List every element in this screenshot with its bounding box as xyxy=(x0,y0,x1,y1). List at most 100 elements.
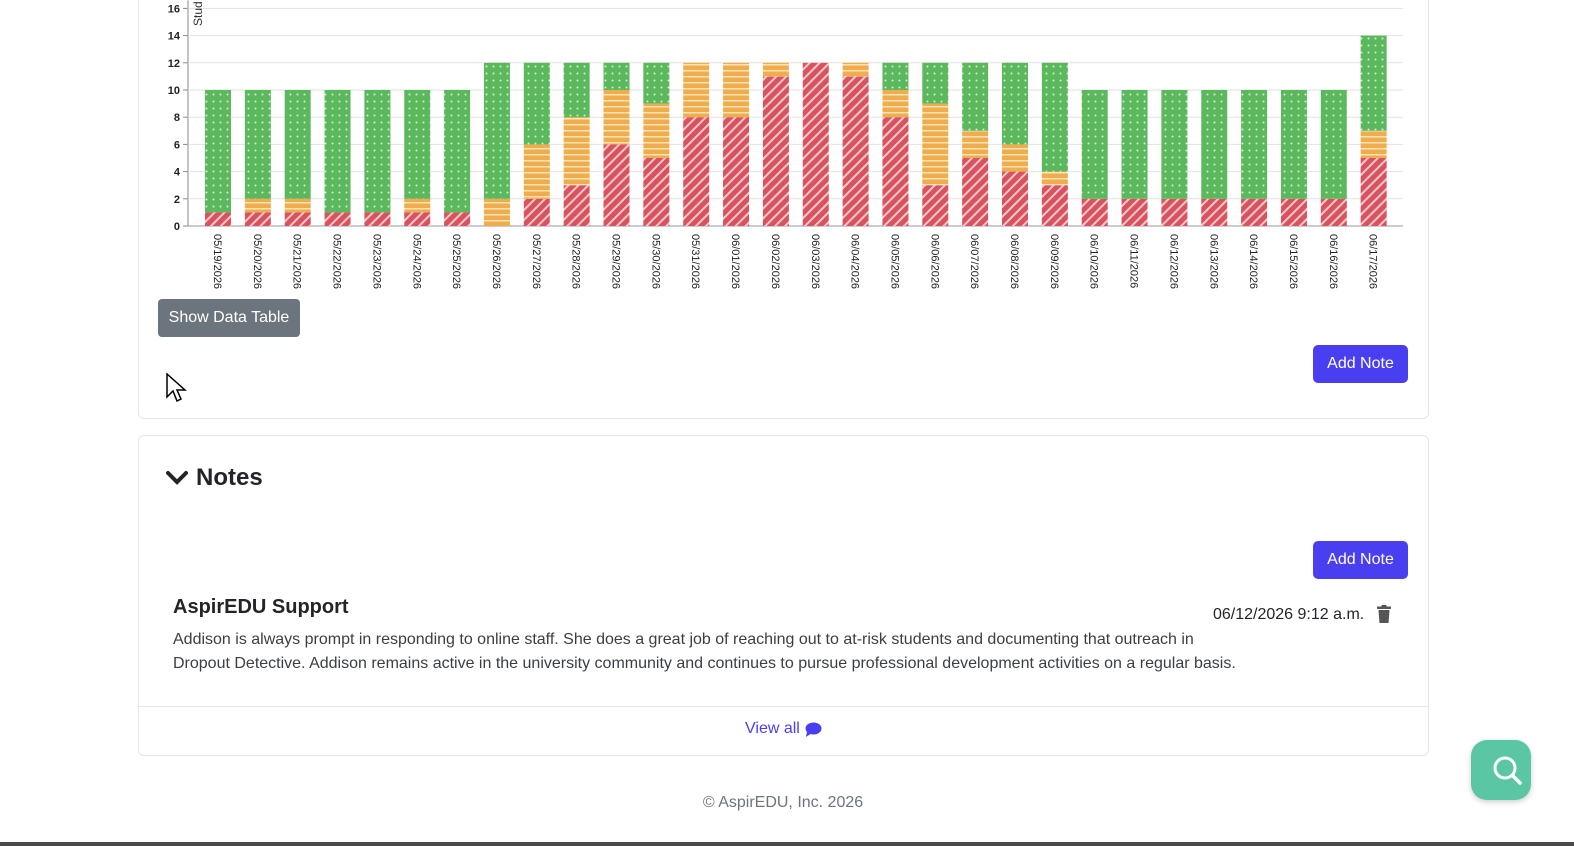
x-tick-label: 05/31/2026 xyxy=(689,234,701,289)
x-tick-label: 05/27/2026 xyxy=(530,234,542,289)
chart-gridlines xyxy=(187,0,1403,227)
bar-segment-red[interactable] xyxy=(723,117,750,226)
bar-segment-green[interactable] xyxy=(1201,90,1228,199)
bar-segment-orange[interactable] xyxy=(762,62,789,77)
bar-segment-orange[interactable] xyxy=(842,62,869,77)
bar-segment-red[interactable] xyxy=(244,212,271,226)
bar-segment-orange[interactable] xyxy=(563,117,590,186)
x-tick-label: 06/08/2026 xyxy=(1008,234,1020,289)
bar-segment-green[interactable] xyxy=(483,62,510,199)
x-tick-label: 06/03/2026 xyxy=(809,234,821,289)
bar-segment-orange[interactable] xyxy=(723,62,750,118)
bar-segment-orange[interactable] xyxy=(404,198,431,213)
bar-segment-red[interactable] xyxy=(1360,158,1387,226)
bar-segment-orange[interactable] xyxy=(483,198,510,226)
bar-segment-orange[interactable] xyxy=(1041,171,1068,186)
bar-segment-red[interactable] xyxy=(802,62,829,226)
bar-segment-green[interactable] xyxy=(324,90,351,213)
bar-segment-green[interactable] xyxy=(1121,90,1148,199)
bar-segment-red[interactable] xyxy=(962,158,989,226)
bar-segment-orange[interactable] xyxy=(1002,144,1028,172)
add-note-button[interactable]: Add Note xyxy=(1313,345,1408,383)
search-icon xyxy=(1493,756,1522,785)
bar-segment-green[interactable] xyxy=(643,62,670,104)
notes-card xyxy=(138,435,1429,756)
bar-segment-red[interactable] xyxy=(404,212,431,226)
bar-segment-red[interactable] xyxy=(284,212,311,226)
bar-segment-green[interactable] xyxy=(1081,90,1108,199)
view-all-link[interactable]: View all xyxy=(745,720,822,738)
bar-segment-green[interactable] xyxy=(1161,90,1188,199)
bar-segment-green[interactable] xyxy=(603,62,630,90)
bar-segment-green[interactable] xyxy=(364,90,391,213)
bar-segment-red[interactable] xyxy=(1241,198,1268,226)
bar-segment-orange[interactable] xyxy=(962,130,989,158)
bar-segment-green[interactable] xyxy=(1320,90,1347,199)
x-tick-label: 06/04/2026 xyxy=(849,234,861,289)
notes-toggle[interactable]: Notes xyxy=(166,464,263,492)
bar-segment-green[interactable] xyxy=(563,62,590,118)
bar-segment-red[interactable] xyxy=(603,144,630,226)
bar-segment-red[interactable] xyxy=(1081,198,1108,226)
bar-segment-orange[interactable] xyxy=(683,62,710,118)
bar-segment-green[interactable] xyxy=(1280,90,1307,199)
add-note-button[interactable]: Add Note xyxy=(1313,541,1408,579)
bar-segment-red[interactable] xyxy=(643,158,670,226)
bar-segment-orange[interactable] xyxy=(643,103,670,158)
chart-bars xyxy=(205,35,1387,227)
bar-segment-red[interactable] xyxy=(1320,198,1347,226)
bar-segment-orange[interactable] xyxy=(523,144,550,199)
bar-segment-red[interactable] xyxy=(683,117,710,226)
y-tick-label: 12 xyxy=(168,58,180,70)
bar-segment-green[interactable] xyxy=(1002,62,1028,145)
bar-segment-red[interactable] xyxy=(364,212,391,226)
y-tick-label: 8 xyxy=(174,112,180,124)
bar-segment-red[interactable] xyxy=(882,117,909,226)
bar-segment-green[interactable] xyxy=(882,62,909,90)
bar-segment-orange[interactable] xyxy=(882,90,909,118)
bar-segment-green[interactable] xyxy=(284,90,311,199)
bar-segment-red[interactable] xyxy=(444,212,471,226)
bar-segment-orange[interactable] xyxy=(922,103,949,186)
bar-segment-green[interactable] xyxy=(444,90,471,213)
x-tick-label: 06/01/2026 xyxy=(729,234,741,289)
x-tick-label: 05/26/2026 xyxy=(490,234,502,289)
search-button[interactable] xyxy=(1471,740,1531,800)
bar-segment-red[interactable] xyxy=(1041,185,1068,226)
y-tick-label: 0 xyxy=(174,221,180,233)
bar-segment-green[interactable] xyxy=(922,62,949,104)
x-tick-label: 06/11/2026 xyxy=(1128,234,1140,288)
trash-icon[interactable] xyxy=(1376,605,1392,623)
bar-segment-red[interactable] xyxy=(523,198,550,226)
bar-segment-orange[interactable] xyxy=(244,198,271,213)
bar-segment-red[interactable] xyxy=(922,185,949,226)
show-data-table-button[interactable]: Show Data Table xyxy=(158,299,300,337)
bar-segment-red[interactable] xyxy=(1002,171,1028,226)
x-tick-label: 05/30/2026 xyxy=(649,234,661,289)
bar-segment-green[interactable] xyxy=(404,90,431,199)
bar-segment-red[interactable] xyxy=(1121,198,1148,226)
bar-segment-red[interactable] xyxy=(563,185,590,226)
bar-segment-green[interactable] xyxy=(1241,90,1268,199)
bar-segment-green[interactable] xyxy=(523,62,550,145)
bar-segment-green[interactable] xyxy=(1360,35,1387,131)
bar-segment-orange[interactable] xyxy=(1360,130,1387,158)
bar-segment-red[interactable] xyxy=(324,212,351,226)
bar-segment-green[interactable] xyxy=(205,90,231,213)
bar-segment-red[interactable] xyxy=(1161,198,1188,226)
y-tick-label: 4 xyxy=(174,167,181,179)
bar-segment-red[interactable] xyxy=(842,76,869,227)
bar-segment-orange[interactable] xyxy=(603,90,630,145)
bar-segment-orange[interactable] xyxy=(284,198,311,213)
bar-segment-green[interactable] xyxy=(244,90,271,199)
y-tick-label: 2 xyxy=(174,194,180,206)
bar-segment-red[interactable] xyxy=(762,76,789,227)
y-tick-label: 10 xyxy=(168,85,180,97)
bar-segment-red[interactable] xyxy=(1280,198,1307,226)
bar-segment-red[interactable] xyxy=(1201,198,1228,226)
y-tick-label: 6 xyxy=(174,139,180,151)
bar-segment-red[interactable] xyxy=(205,212,231,226)
bar-segment-green[interactable] xyxy=(1041,62,1068,172)
x-axis-ticks: 05/19/2026 05/20/2026 05/21/2026 05/22/2026… xyxy=(211,234,1379,289)
bar-segment-green[interactable] xyxy=(962,62,989,131)
